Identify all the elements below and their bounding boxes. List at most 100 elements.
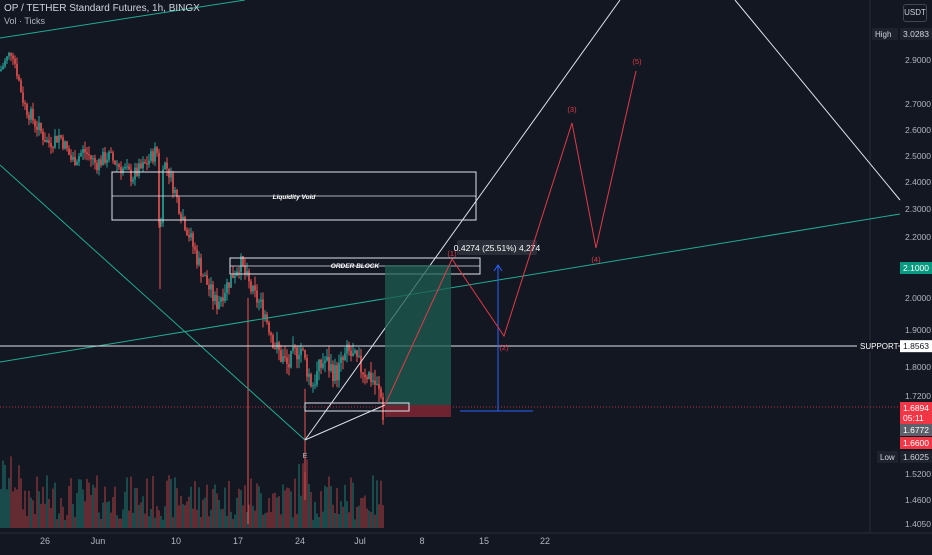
candle xyxy=(54,135,56,148)
candle xyxy=(190,233,192,238)
volume-bar xyxy=(244,485,246,528)
volume-bar xyxy=(142,496,144,528)
volume-bar xyxy=(382,505,384,528)
volume-bar xyxy=(246,512,248,528)
currency-button[interactable]: USDT xyxy=(903,4,927,22)
triangle-right-edge[interactable] xyxy=(734,0,901,201)
volume-bar xyxy=(288,488,290,528)
volume-bar xyxy=(176,488,178,528)
candle xyxy=(106,159,108,163)
candle xyxy=(194,246,196,250)
volume-bar xyxy=(264,513,266,528)
drawings[interactable]: Liquidity Void ORDER BLOCK 0.4274 (25.51%)… xyxy=(0,0,901,460)
volume-bar xyxy=(2,460,4,528)
candle xyxy=(20,80,22,93)
volume-bar xyxy=(84,501,86,528)
candle xyxy=(98,159,100,171)
candle xyxy=(234,275,236,278)
volume-bar xyxy=(108,501,110,528)
x-tick-label: 15 xyxy=(479,536,489,546)
wave-label: (2) xyxy=(499,343,509,352)
candle xyxy=(24,102,26,105)
volume-bar xyxy=(266,512,268,528)
volume-bar xyxy=(350,477,352,528)
volume-bar xyxy=(340,501,342,528)
candle xyxy=(80,152,82,157)
volume-bar xyxy=(90,495,92,528)
candle xyxy=(100,159,102,166)
volume-bar xyxy=(28,490,30,528)
candle xyxy=(154,147,156,162)
candle xyxy=(134,167,136,180)
candle xyxy=(322,363,324,368)
entry-box[interactable] xyxy=(304,402,410,412)
candle xyxy=(8,52,10,57)
volume-bar xyxy=(148,516,150,528)
candle xyxy=(216,295,218,309)
candle xyxy=(126,166,128,168)
volume-bar xyxy=(380,480,382,528)
candle xyxy=(324,360,326,364)
x-tick-label: 10 xyxy=(171,536,181,546)
candle xyxy=(32,109,34,121)
volume-indicator-label[interactable]: Vol · Ticks xyxy=(4,16,46,26)
volume-bar xyxy=(66,515,68,528)
volume-bar xyxy=(182,504,184,528)
candle xyxy=(82,149,84,153)
volume-bar xyxy=(250,478,252,528)
volume-bar xyxy=(322,511,324,528)
volume-bar xyxy=(368,510,370,528)
volume-bar xyxy=(164,506,166,528)
candle xyxy=(146,163,148,165)
candle xyxy=(314,384,316,386)
falling-trend-line[interactable] xyxy=(0,164,306,441)
candle xyxy=(232,274,234,278)
candle xyxy=(370,372,372,382)
y-tick-label: 1.4600 xyxy=(905,495,931,505)
candle xyxy=(150,151,152,161)
candle xyxy=(208,284,210,290)
symbol-header[interactable]: OP / TETHER Standard Futures, 1h, BINGX … xyxy=(4,3,200,27)
candle xyxy=(168,168,170,178)
volume-bar xyxy=(218,499,220,528)
candle xyxy=(76,161,78,166)
volume-bar xyxy=(136,488,138,528)
x-tick-label: 22 xyxy=(540,536,550,546)
candle xyxy=(62,137,64,149)
price-label-name: Low xyxy=(880,453,895,462)
volume-bar xyxy=(358,505,360,528)
candle xyxy=(202,275,204,277)
upper-trend-line[interactable] xyxy=(0,0,246,39)
candle xyxy=(38,122,40,130)
volume-bar xyxy=(24,490,26,528)
volume-bar xyxy=(342,506,344,528)
volume-bar xyxy=(214,484,216,528)
candle xyxy=(326,356,328,361)
candle xyxy=(58,135,60,143)
elliott-wave-path[interactable] xyxy=(384,70,637,406)
candle xyxy=(270,332,272,336)
candle xyxy=(378,383,380,389)
volume-bar xyxy=(12,491,14,528)
volume-bar xyxy=(172,517,174,528)
volume-bar xyxy=(14,487,16,528)
price-label-badge xyxy=(877,451,898,463)
candle xyxy=(26,104,28,115)
candle xyxy=(122,168,124,174)
volume-bar xyxy=(180,496,182,528)
volume-bar xyxy=(18,465,20,528)
volume-bar xyxy=(298,463,300,528)
volume-bar xyxy=(242,505,244,528)
candle xyxy=(46,140,48,143)
candle xyxy=(164,162,166,170)
volume-bar xyxy=(248,504,250,528)
candle xyxy=(298,355,300,360)
candle xyxy=(12,55,14,59)
volume-bar xyxy=(204,497,206,528)
stop-zone[interactable] xyxy=(385,405,451,417)
volume-bar xyxy=(52,488,54,528)
candle xyxy=(274,347,276,349)
symbol-title[interactable]: OP / TETHER Standard Futures, 1h, BINGX xyxy=(4,3,200,14)
